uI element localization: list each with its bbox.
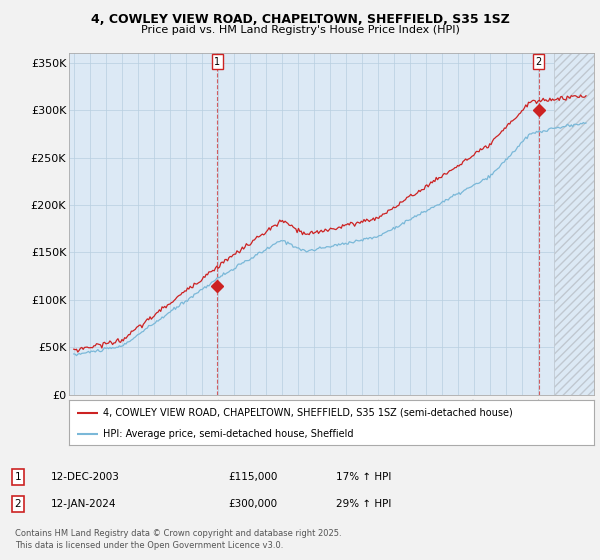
Text: 1: 1 (214, 57, 220, 67)
Bar (554, 53, 594, 395)
Text: Price paid vs. HM Land Registry's House Price Index (HPI): Price paid vs. HM Land Registry's House … (140, 25, 460, 35)
Text: 4, COWLEY VIEW ROAD, CHAPELTOWN, SHEFFIELD, S35 1SZ (semi-detached house): 4, COWLEY VIEW ROAD, CHAPELTOWN, SHEFFIE… (103, 408, 513, 418)
Text: Contains HM Land Registry data © Crown copyright and database right 2025.
This d: Contains HM Land Registry data © Crown c… (15, 529, 341, 550)
Text: 1: 1 (14, 472, 22, 482)
Text: 12-DEC-2003: 12-DEC-2003 (51, 472, 120, 482)
Text: 12-JAN-2024: 12-JAN-2024 (51, 499, 116, 509)
Text: 29% ↑ HPI: 29% ↑ HPI (336, 499, 391, 509)
Text: 2: 2 (14, 499, 22, 509)
Text: HPI: Average price, semi-detached house, Sheffield: HPI: Average price, semi-detached house,… (103, 429, 353, 439)
Text: 17% ↑ HPI: 17% ↑ HPI (336, 472, 391, 482)
Text: 2: 2 (535, 57, 542, 67)
Text: £115,000: £115,000 (228, 472, 277, 482)
Text: 4, COWLEY VIEW ROAD, CHAPELTOWN, SHEFFIELD, S35 1SZ: 4, COWLEY VIEW ROAD, CHAPELTOWN, SHEFFIE… (91, 13, 509, 26)
Text: £300,000: £300,000 (228, 499, 277, 509)
